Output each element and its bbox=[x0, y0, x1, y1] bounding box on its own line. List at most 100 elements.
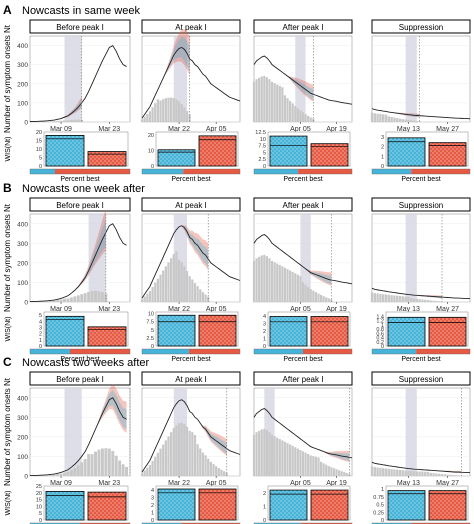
wis-tick-label: 1 bbox=[263, 504, 266, 510]
percent-best-label: Percent best bbox=[283, 176, 322, 183]
case-bar bbox=[330, 467, 333, 476]
case-bar bbox=[418, 299, 421, 302]
case-bar bbox=[146, 293, 149, 302]
wis-bar-red bbox=[428, 142, 467, 167]
strip-box bbox=[29, 19, 131, 34]
case-bar bbox=[146, 113, 149, 122]
case-bar bbox=[407, 119, 410, 122]
wis-tick-label: 0 bbox=[381, 518, 384, 524]
case-bar bbox=[401, 470, 404, 476]
case-bar bbox=[42, 475, 46, 476]
case-bar bbox=[167, 97, 170, 122]
case-bar bbox=[301, 282, 305, 302]
case-bar bbox=[348, 473, 351, 476]
case-bar bbox=[382, 294, 385, 302]
y-tick-label: 400 bbox=[17, 43, 28, 50]
wis-axis-label: WIS(Nt) bbox=[5, 317, 12, 342]
case-bar bbox=[376, 113, 379, 122]
wis-bar-blue bbox=[45, 134, 85, 167]
percent-best-frame bbox=[29, 522, 131, 524]
case-bar bbox=[140, 473, 144, 476]
case-bar bbox=[222, 471, 226, 476]
nowcast-ribbon-red bbox=[287, 76, 314, 102]
case-bar bbox=[432, 300, 435, 302]
case-bar bbox=[172, 254, 175, 302]
case-bar bbox=[156, 99, 160, 122]
case-line bbox=[253, 234, 353, 285]
case-bar bbox=[301, 112, 305, 122]
case-bar bbox=[273, 83, 276, 122]
wis-bar-red bbox=[87, 151, 127, 167]
case-bar bbox=[188, 430, 191, 476]
x-tick-label: Apr 19 bbox=[326, 306, 347, 313]
case-bar bbox=[379, 113, 382, 122]
case-line bbox=[371, 287, 471, 300]
case-bar bbox=[180, 262, 183, 302]
case-bar bbox=[314, 456, 317, 476]
case-bar bbox=[412, 471, 416, 476]
case-bar bbox=[281, 440, 284, 476]
main-plot-frame bbox=[141, 387, 241, 477]
wis-bar-blue bbox=[387, 137, 426, 167]
case-bar bbox=[281, 266, 284, 302]
case-bar bbox=[307, 115, 310, 122]
nowcast-ribbon-blue bbox=[181, 225, 209, 268]
case-bar bbox=[255, 258, 258, 302]
wis-tick-label: 0.2 bbox=[376, 340, 384, 346]
wis-tick-label: 3 bbox=[39, 325, 42, 331]
case-bar bbox=[270, 260, 274, 302]
strip-title: After peak I bbox=[283, 375, 324, 384]
case-bar bbox=[415, 471, 418, 476]
case-bar bbox=[170, 432, 173, 476]
case-bar bbox=[325, 464, 328, 476]
case-bar bbox=[314, 292, 317, 302]
nowcast-ribbon-red bbox=[163, 29, 190, 79]
case-bar bbox=[185, 271, 189, 302]
case-bar bbox=[188, 276, 191, 302]
case-bar bbox=[435, 300, 438, 302]
percent-best-frame bbox=[141, 168, 241, 175]
nowcast-ribbon-red bbox=[47, 96, 82, 121]
case-line bbox=[371, 461, 471, 474]
percent-best-red bbox=[303, 349, 352, 354]
case-bar bbox=[199, 448, 202, 476]
case-bar bbox=[438, 473, 441, 476]
wis-tick-label: 2.5 bbox=[258, 157, 266, 163]
case-bar bbox=[299, 110, 302, 122]
case-bar bbox=[307, 286, 310, 302]
case-bar bbox=[384, 114, 388, 122]
x-tick-label: Mar 22 bbox=[168, 126, 190, 133]
case-line bbox=[29, 44, 127, 123]
percent-best-frame bbox=[29, 348, 131, 355]
case-bar bbox=[373, 293, 376, 302]
strip-title: After peak I bbox=[283, 201, 324, 210]
case-bar bbox=[69, 469, 73, 476]
panel-letter: C bbox=[3, 355, 12, 369]
case-bar bbox=[404, 296, 407, 302]
wis-axis-label: WIS(Nt) bbox=[5, 491, 12, 516]
case-bar bbox=[59, 473, 63, 476]
shaded-band bbox=[405, 36, 417, 122]
case-bar bbox=[396, 469, 399, 476]
case-bar bbox=[252, 434, 256, 476]
wis-tick-label: 4 bbox=[263, 314, 266, 320]
case-bar bbox=[415, 298, 418, 302]
case-bar bbox=[265, 430, 268, 476]
x-tick-label: Mar 23 bbox=[98, 480, 120, 487]
case-bar bbox=[42, 301, 46, 302]
wis-tick-label: 0 bbox=[381, 164, 384, 170]
wis-tick-label: 7.5 bbox=[258, 144, 266, 150]
case-bar bbox=[217, 468, 220, 476]
panel-c: C Nowcasts two weeks after Number of sympt… bbox=[3, 355, 471, 524]
y-tick-label: 0 bbox=[24, 120, 28, 127]
case-bar bbox=[330, 299, 333, 302]
x-tick-label: Apr 05 bbox=[290, 480, 311, 487]
percent-best-frame bbox=[253, 348, 353, 355]
case-bar bbox=[319, 461, 323, 476]
case-bar bbox=[260, 429, 263, 476]
case-bar bbox=[100, 291, 104, 302]
y-tick-label: 0 bbox=[24, 474, 28, 481]
panel-a: A Nowcasts in same week Number of symptom … bbox=[3, 3, 471, 183]
case-bar bbox=[167, 262, 170, 302]
case-bar bbox=[175, 251, 178, 302]
